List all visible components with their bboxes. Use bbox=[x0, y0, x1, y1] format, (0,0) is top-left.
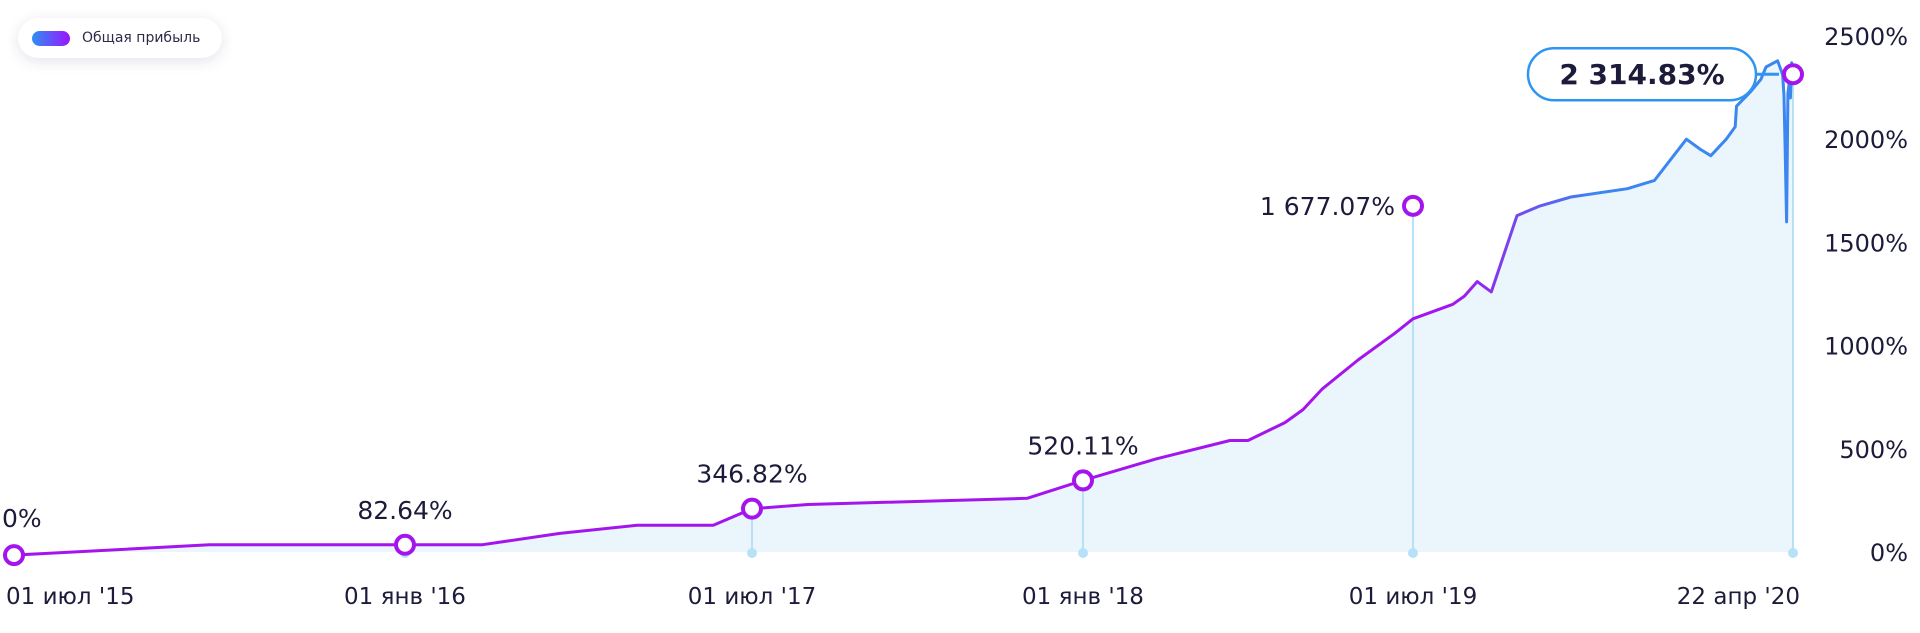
point-value-label: 82.64% bbox=[357, 496, 452, 525]
area-fill bbox=[14, 60, 1793, 556]
x-axis-dot bbox=[747, 548, 757, 558]
point-marker bbox=[1782, 63, 1804, 86]
point-marker bbox=[3, 544, 25, 567]
x-tick-label: 22 апр '20 bbox=[1677, 584, 1800, 610]
x-tick-label: 01 янв '18 bbox=[1022, 584, 1144, 610]
y-tick-label: 2500% bbox=[1824, 23, 1908, 51]
x-tick-label: 01 июл '19 bbox=[1349, 584, 1478, 610]
last-value-badge bbox=[1526, 46, 1758, 102]
y-tick-label: 0% bbox=[1870, 539, 1908, 567]
x-tick-label: 01 июл '17 bbox=[688, 584, 817, 610]
y-tick-label: 1000% bbox=[1824, 333, 1908, 361]
x-axis-dot bbox=[1408, 548, 1418, 558]
point-marker bbox=[1072, 469, 1094, 492]
point-value-label: 0% bbox=[2, 504, 42, 533]
legend-label: Общая прибыль bbox=[82, 30, 201, 46]
point-marker bbox=[1402, 194, 1424, 217]
point-marker bbox=[741, 497, 763, 520]
point-value-label: 520.11% bbox=[1027, 431, 1138, 460]
x-tick-label: 01 июл '15 bbox=[6, 584, 135, 610]
chart-legend[interactable]: Общая прибыль bbox=[18, 18, 223, 58]
last-value-label: 2 314.83% bbox=[1559, 58, 1724, 91]
x-axis-dot bbox=[1788, 548, 1798, 558]
x-tick-label: 01 янв '16 bbox=[344, 584, 466, 610]
y-tick-label: 500% bbox=[1839, 436, 1908, 464]
point-value-label: 1 677.07% bbox=[1260, 192, 1395, 221]
legend-swatch bbox=[32, 30, 70, 46]
point-value-label: 346.82% bbox=[696, 460, 807, 489]
y-tick-label: 2000% bbox=[1824, 126, 1908, 154]
x-axis-dot bbox=[1078, 548, 1088, 558]
point-marker bbox=[394, 533, 416, 556]
y-tick-label: 1500% bbox=[1824, 229, 1908, 257]
